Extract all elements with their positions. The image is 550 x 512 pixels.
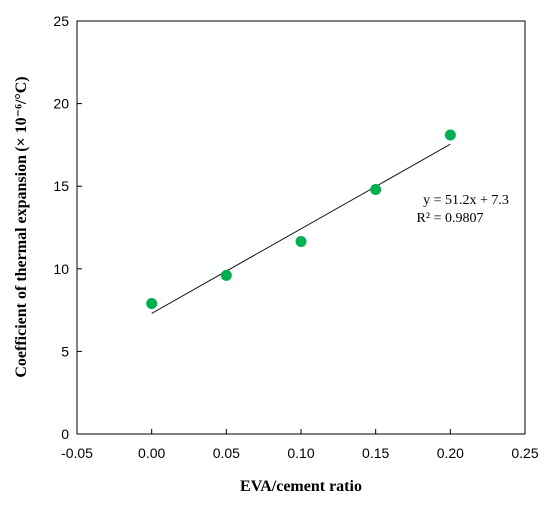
trendline-group <box>151 143 451 314</box>
y-tick-label: 25 <box>53 13 69 29</box>
plot-frame <box>76 20 526 435</box>
trendline <box>151 143 451 314</box>
data-points <box>146 129 456 309</box>
x-tick-label: 0.05 <box>213 445 240 461</box>
x-axis-ticks: -0.05 0.00 0.05 0.10 0.15 0.20 0.25 <box>61 429 539 461</box>
y-tick-label: 5 <box>61 343 69 359</box>
x-tick-label: 0.25 <box>511 445 538 461</box>
data-point <box>370 184 382 196</box>
data-point <box>295 236 307 248</box>
y-tick-label: 20 <box>53 96 69 112</box>
y-tick-label: 10 <box>53 261 69 277</box>
y-tick-label: 0 <box>61 426 69 442</box>
equation-label: y = 51.2x + 7.3 <box>423 193 509 208</box>
x-tick-label: 0.15 <box>362 445 389 461</box>
y-tick-label: 15 <box>53 178 69 194</box>
y-axis-title: Coefficient of thermal expansion (× 10⁻⁶… <box>13 76 30 377</box>
x-tick-label: 0.00 <box>138 445 165 461</box>
x-tick-label: 0.10 <box>287 445 314 461</box>
x-tick-label: -0.05 <box>61 445 93 461</box>
x-tick-label: 0.20 <box>437 445 464 461</box>
data-point <box>146 297 158 309</box>
y-axis-ticks: 0 5 10 15 20 25 <box>53 13 82 442</box>
x-axis-title: EVA/cement ratio <box>240 478 362 495</box>
r-squared-label: R² = 0.9807 <box>417 211 484 226</box>
data-point <box>444 129 456 141</box>
data-point <box>220 269 232 281</box>
